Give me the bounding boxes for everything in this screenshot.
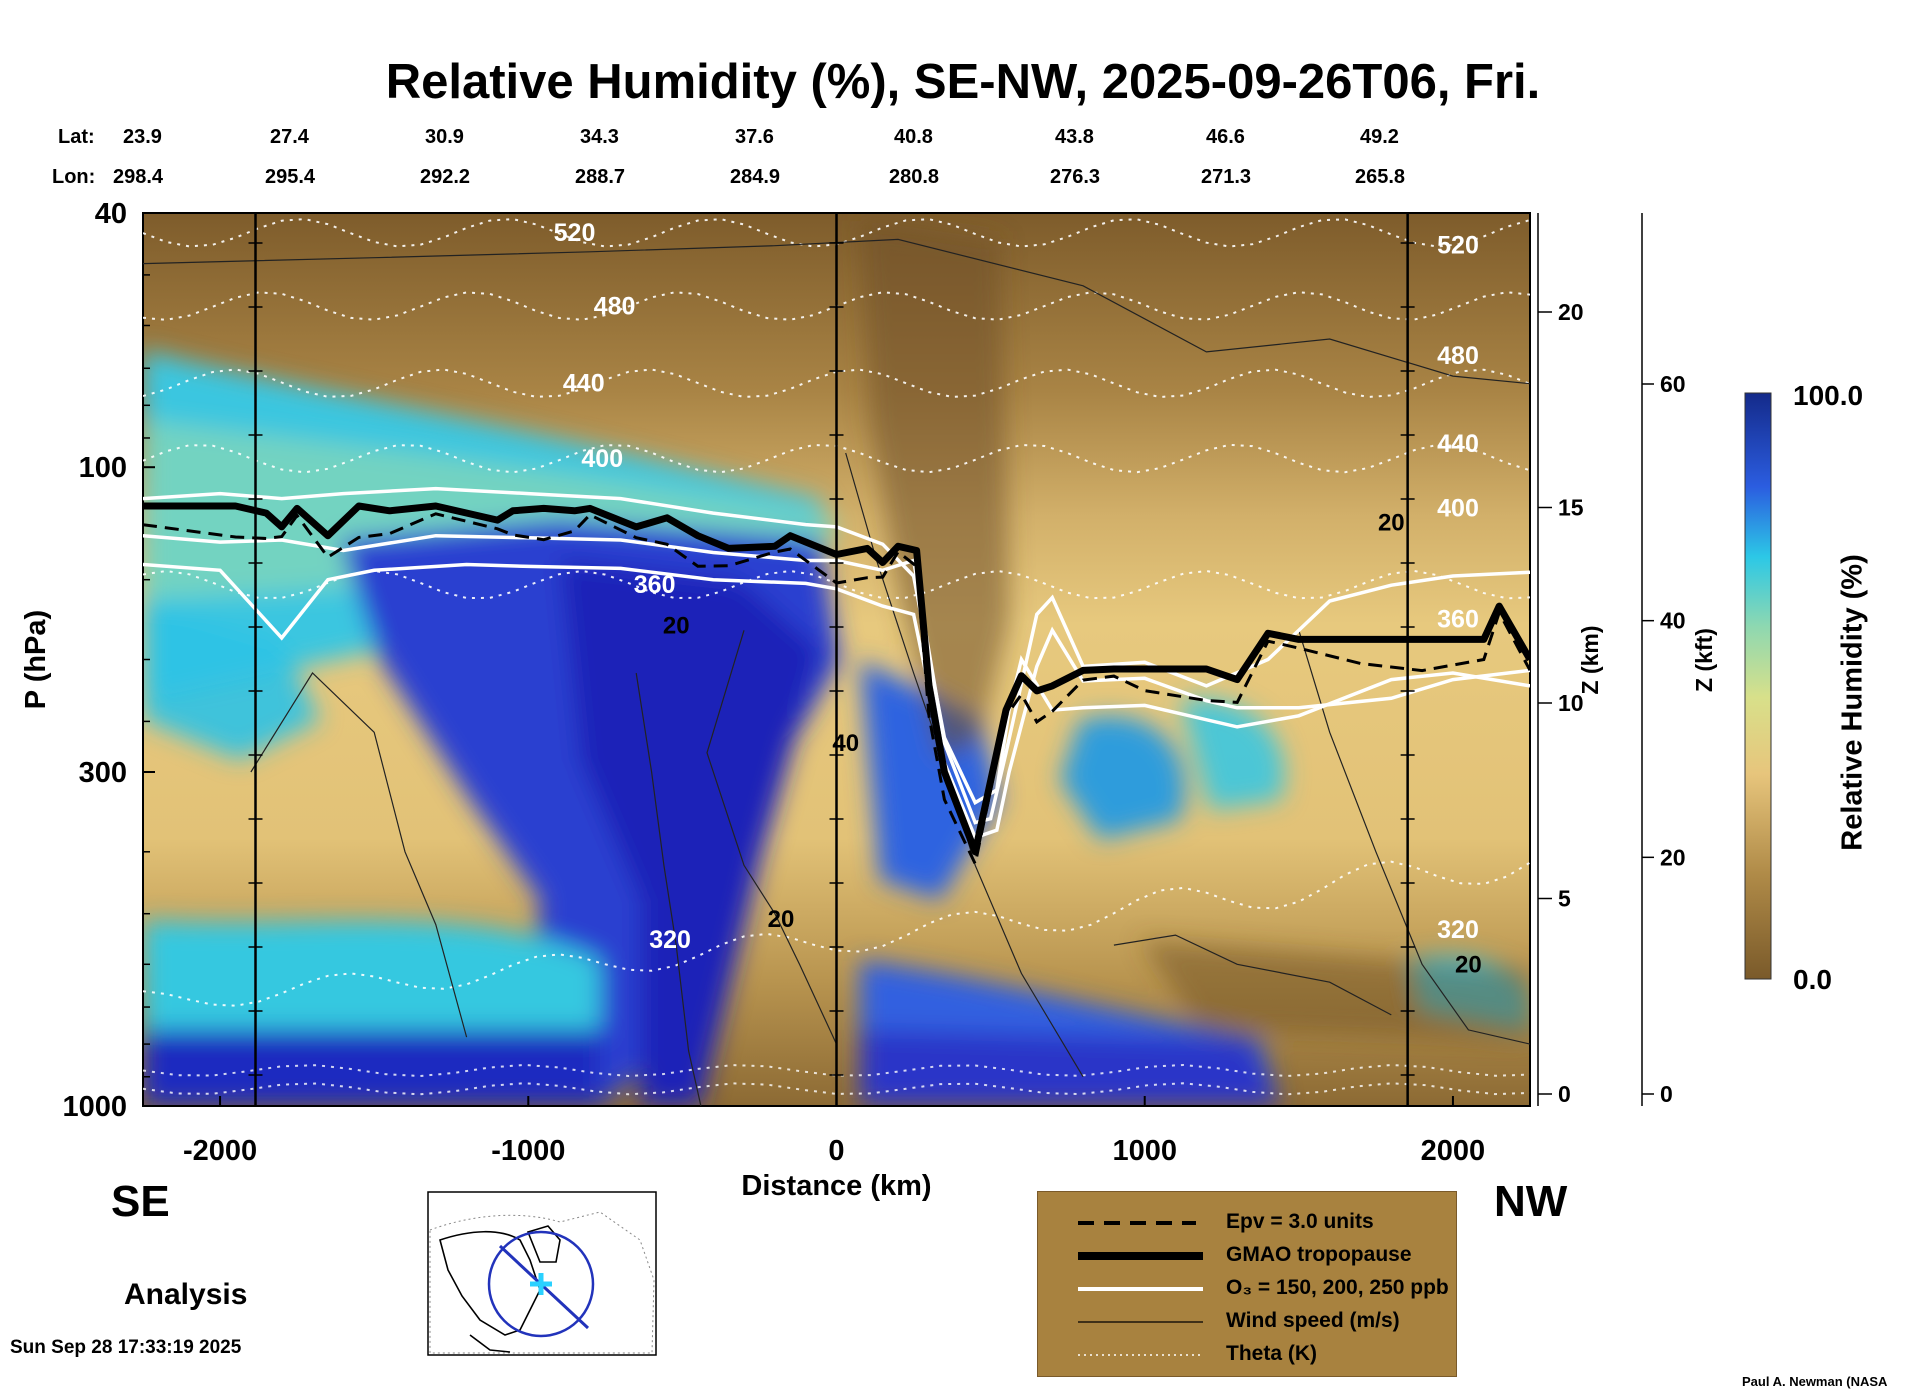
lat-value: 46.6 bbox=[1206, 126, 1245, 148]
colorbar bbox=[1744, 392, 1772, 980]
wind-contour bbox=[706, 630, 838, 1045]
lon-value: 265.8 bbox=[1355, 166, 1406, 188]
x-tick-label: -2000 bbox=[183, 1135, 257, 1167]
lon-value: 298.4 bbox=[113, 166, 164, 188]
lon-value: 292.2 bbox=[420, 166, 471, 188]
lat-value: 49.2 bbox=[1360, 126, 1399, 148]
wind-contour bbox=[1298, 630, 1530, 1045]
tropopause-line bbox=[143, 502, 1530, 856]
theta-contour-low bbox=[143, 1082, 1530, 1096]
z-km-axis-label: Z (km) bbox=[1577, 626, 1603, 695]
lon-row-label: Lon: bbox=[52, 166, 96, 188]
legend-wind-label: Wind speed (m/s) bbox=[1226, 1309, 1400, 1332]
x-tick-label: 2000 bbox=[1421, 1135, 1486, 1167]
wind-contour bbox=[1113, 934, 1392, 1016]
theta-label-right: 440 bbox=[1437, 430, 1479, 458]
theta-contour-low bbox=[143, 1114, 1530, 1125]
x-axis-label: Distance (km) bbox=[741, 1170, 931, 1202]
lat-value: 40.8 bbox=[894, 126, 933, 148]
theta-label-right: 520 bbox=[1437, 232, 1479, 260]
credit: Paul A. Newman (NASA bbox=[1742, 1374, 1888, 1389]
z-kft-tick-label: 0 bbox=[1660, 1081, 1673, 1107]
x-tick-label: 0 bbox=[828, 1135, 844, 1167]
lat-value: 34.3 bbox=[580, 126, 619, 148]
lat-value: 23.9 bbox=[123, 126, 162, 148]
theta-contour-low bbox=[143, 1063, 1530, 1078]
wind-label: 20 bbox=[1378, 509, 1405, 536]
direction-nw: NW bbox=[1494, 1177, 1568, 1226]
z-km-tick-label: 0 bbox=[1558, 1081, 1571, 1107]
lat-value: 43.8 bbox=[1055, 126, 1094, 148]
theta-label-right: 320 bbox=[1437, 916, 1479, 944]
lat-value: 30.9 bbox=[425, 126, 464, 148]
theta-label: 520 bbox=[554, 219, 596, 247]
theta-label-right: 360 bbox=[1437, 605, 1479, 633]
lon-value: 276.3 bbox=[1050, 166, 1101, 188]
z-kft-tick-label: 20 bbox=[1660, 844, 1686, 870]
wind-label: 20 bbox=[768, 906, 795, 933]
y-tick-label: 300 bbox=[79, 757, 127, 789]
wind-label: 20 bbox=[1455, 951, 1482, 978]
z-km-tick-label: 15 bbox=[1558, 495, 1584, 521]
lat-value: 37.6 bbox=[735, 126, 774, 148]
colorbar-title: Relative Humidity (%) bbox=[1836, 554, 1869, 851]
chart-title: Relative Humidity (%), SE-NW, 2025-09-26… bbox=[385, 55, 1541, 109]
legend: Epv = 3.0 units GMAO tropopause O₃ = 150… bbox=[1037, 1191, 1457, 1377]
colorbar-min-label: 0.0 bbox=[1793, 964, 1832, 995]
latitude-reference-lines bbox=[248, 213, 1415, 1106]
lon-value: 288.7 bbox=[575, 166, 626, 188]
theta-label: 400 bbox=[581, 445, 623, 473]
z-km-tick-label: 5 bbox=[1558, 886, 1571, 912]
lon-value: 280.8 bbox=[889, 166, 940, 188]
theta-label-right: 480 bbox=[1437, 342, 1479, 370]
theta-label: 440 bbox=[563, 370, 605, 398]
wind-contour bbox=[635, 672, 702, 1106]
contour-labels: 5204804404003603205204804404003603202040… bbox=[554, 219, 1482, 978]
z-kft-axis-label: Z (kft) bbox=[1691, 628, 1717, 692]
x-tick-label: 1000 bbox=[1112, 1135, 1177, 1167]
lon-value: 271.3 bbox=[1201, 166, 1252, 188]
theta-label-right: 400 bbox=[1437, 494, 1479, 522]
z-kft-tick-label: 40 bbox=[1660, 608, 1686, 634]
z-kft-tick-label: 60 bbox=[1660, 371, 1686, 397]
wind-contour bbox=[250, 672, 468, 1038]
lat-row-label: Lat: bbox=[58, 126, 95, 148]
x-tick-label: -1000 bbox=[491, 1135, 565, 1167]
legend-tropopause-label: GMAO tropopause bbox=[1226, 1243, 1412, 1266]
ozone-contour bbox=[143, 486, 1530, 806]
theta-label: 480 bbox=[594, 292, 636, 320]
y-axis-label: P (hPa) bbox=[20, 610, 52, 709]
timestamp: Sun Sep 28 17:33:19 2025 bbox=[10, 1337, 242, 1358]
y-tick-label: 40 bbox=[95, 198, 127, 230]
theta-label: 360 bbox=[634, 571, 676, 599]
analysis-label: Analysis bbox=[124, 1278, 248, 1311]
theta-label: 320 bbox=[649, 926, 691, 954]
legend-ozone-label: O₃ = 150, 200, 250 ppb bbox=[1226, 1276, 1449, 1299]
lat-value: 27.4 bbox=[270, 126, 309, 148]
z-km-tick-label: 10 bbox=[1558, 690, 1584, 716]
epv-line bbox=[143, 512, 1530, 869]
wind-contour bbox=[143, 238, 1530, 385]
legend-epv-label: Epv = 3.0 units bbox=[1226, 1210, 1374, 1233]
locator-map bbox=[427, 1191, 657, 1356]
epv-contour bbox=[143, 512, 1530, 869]
colorbar-max-label: 100.0 bbox=[1793, 380, 1864, 411]
z-km-tick-label: 20 bbox=[1558, 299, 1584, 325]
y-tick-label: 1000 bbox=[62, 1091, 127, 1123]
wind-label: 20 bbox=[663, 613, 690, 640]
lon-value: 295.4 bbox=[265, 166, 316, 188]
lon-value: 284.9 bbox=[730, 166, 781, 188]
legend-theta-label: Theta (K) bbox=[1226, 1342, 1317, 1365]
y-tick-label: 100 bbox=[79, 452, 127, 484]
direction-se: SE bbox=[111, 1177, 170, 1226]
tropopause bbox=[143, 502, 1530, 856]
